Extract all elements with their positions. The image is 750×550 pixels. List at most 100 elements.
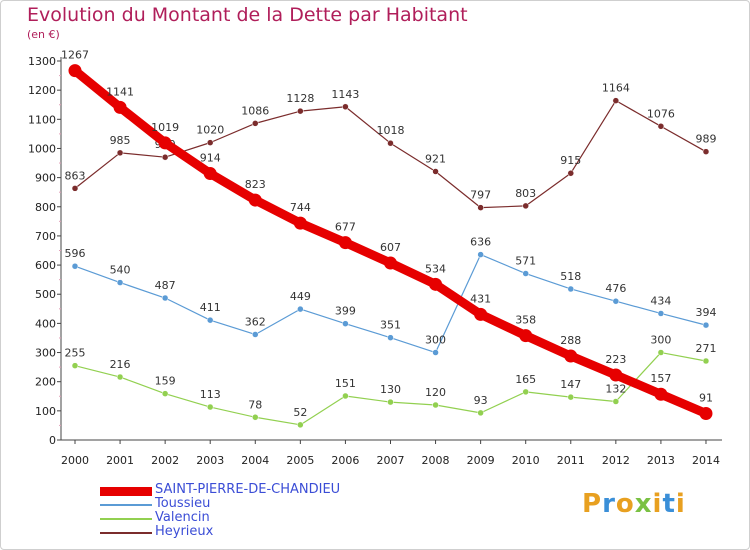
data-label-saint-pierre-de-chandieu: 1267 (61, 49, 89, 62)
y-tick-label: 1000 (28, 142, 56, 155)
data-label-saint-pierre-de-chandieu: 744 (290, 201, 311, 214)
y-tick-label: 0 (49, 434, 56, 447)
y-tick-label: 900 (35, 172, 56, 185)
x-tick-label: 2010 (512, 454, 540, 467)
data-point-toussieu (206, 316, 214, 324)
data-label-saint-pierre-de-chandieu: 223 (605, 353, 626, 366)
data-label-heyrieux: 921 (425, 152, 446, 165)
data-point-valencin (477, 409, 484, 417)
legend-swatch (100, 504, 152, 506)
data-label-heyrieux: 803 (515, 187, 536, 200)
data-label-heyrieux: 985 (110, 134, 131, 147)
data-point-heyrieux (297, 107, 304, 115)
brand-letter: P (582, 489, 603, 519)
data-label-saint-pierre-de-chandieu: 157 (650, 372, 671, 385)
y-tick-label: 200 (35, 376, 56, 389)
data-label-valencin: 151 (335, 377, 356, 390)
data-label-saint-pierre-de-chandieu: 288 (560, 334, 581, 347)
data-label-valencin: 132 (605, 383, 626, 396)
data-point-heyrieux (612, 97, 620, 104)
data-point-heyrieux (206, 139, 214, 146)
data-point-heyrieux (567, 169, 575, 177)
x-tick-label: 2002 (151, 454, 179, 467)
data-label-heyrieux: 989 (695, 133, 716, 146)
data-label-heyrieux: 1143 (331, 88, 359, 101)
data-point-heyrieux (116, 149, 124, 157)
brand-letter: i (652, 489, 663, 519)
data-label-valencin: 120 (425, 386, 446, 399)
data-point-toussieu (612, 297, 620, 305)
data-point-saint-pierre-de-chandieu (564, 349, 578, 363)
data-point-saint-pierre-de-chandieu (248, 193, 262, 207)
y-tick-label: 300 (35, 347, 56, 360)
data-label-valencin: 300 (650, 334, 671, 347)
legend-label: Heyrieux (155, 524, 214, 539)
y-axis-unit: (en €) (27, 28, 60, 41)
x-tick-label: 2014 (692, 454, 720, 467)
data-point-toussieu (567, 285, 575, 293)
legend-swatch (100, 532, 152, 534)
data-label-toussieu: 362 (245, 315, 266, 328)
legend-label: Toussieu (155, 496, 211, 511)
data-point-heyrieux (161, 153, 169, 161)
data-point-heyrieux (71, 185, 79, 192)
data-point-toussieu (387, 334, 394, 341)
data-point-saint-pierre-de-chandieu (203, 167, 217, 181)
x-tick-label: 2008 (422, 454, 450, 467)
data-point-saint-pierre-de-chandieu (338, 236, 352, 250)
data-point-saint-pierre-de-chandieu (158, 136, 172, 150)
data-point-saint-pierre-de-chandieu (429, 277, 443, 291)
data-label-toussieu: 476 (605, 282, 626, 295)
data-point-valencin (657, 349, 665, 356)
data-point-heyrieux (522, 202, 529, 210)
data-label-heyrieux: 863 (65, 169, 86, 182)
y-tick-label: 700 (35, 230, 56, 243)
y-tick-label: 600 (35, 259, 56, 272)
data-point-toussieu (161, 294, 169, 302)
data-point-toussieu (297, 305, 304, 313)
data-label-saint-pierre-de-chandieu: 534 (425, 262, 446, 275)
brand-letter: x (634, 489, 653, 519)
y-tick-label: 100 (35, 405, 56, 418)
data-label-valencin: 255 (65, 347, 86, 360)
data-point-valencin (432, 401, 439, 409)
data-point-valencin (522, 388, 529, 396)
data-point-saint-pierre-de-chandieu (68, 64, 82, 78)
data-label-heyrieux: 915 (560, 154, 581, 167)
brand-letter: t (662, 489, 676, 519)
data-point-valencin (342, 392, 349, 400)
data-point-valencin (612, 398, 620, 405)
data-point-valencin (252, 414, 259, 421)
data-point-valencin (116, 373, 124, 381)
data-label-saint-pierre-de-chandieu: 607 (380, 241, 401, 254)
data-point-toussieu (702, 321, 710, 329)
data-label-valencin: 271 (695, 342, 716, 355)
data-label-toussieu: 351 (380, 319, 401, 332)
data-label-saint-pierre-de-chandieu: 1019 (151, 121, 179, 134)
data-point-saint-pierre-de-chandieu (474, 307, 488, 321)
y-tick-label: 500 (35, 288, 56, 301)
series-line-heyrieux (74, 100, 707, 209)
x-tick-label: 2005 (286, 454, 314, 467)
data-label-toussieu: 399 (335, 305, 356, 318)
y-tick-label: 400 (35, 317, 56, 330)
y-tick-label: 1200 (28, 84, 56, 97)
data-label-heyrieux: 1086 (241, 104, 269, 117)
data-point-heyrieux (387, 139, 394, 147)
data-point-heyrieux (702, 148, 710, 155)
x-tick-label: 2004 (241, 454, 269, 467)
data-label-saint-pierre-de-chandieu: 91 (699, 391, 713, 404)
x-tick-label: 2003 (196, 454, 224, 467)
data-label-toussieu: 518 (560, 270, 581, 283)
data-point-saint-pierre-de-chandieu (293, 216, 307, 230)
brand-letter: o (615, 489, 635, 519)
data-label-toussieu: 540 (110, 264, 131, 277)
y-tick-label: 1300 (28, 55, 56, 68)
data-label-heyrieux: 1076 (647, 107, 675, 120)
data-label-toussieu: 434 (650, 294, 671, 307)
data-label-toussieu: 300 (425, 334, 446, 347)
data-point-heyrieux (432, 168, 439, 175)
brand-logo: Proxiti (582, 489, 686, 519)
data-point-toussieu (657, 310, 665, 317)
data-label-saint-pierre-de-chandieu: 677 (335, 221, 356, 234)
